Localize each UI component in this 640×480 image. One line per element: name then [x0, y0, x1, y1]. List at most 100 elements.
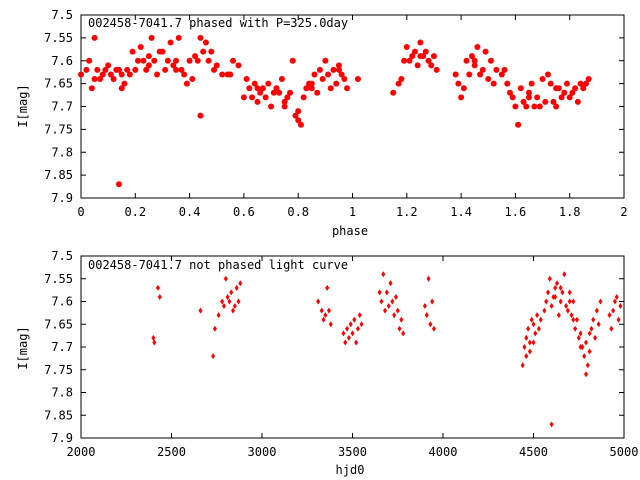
unphased-x-tick-label: 4000 — [429, 445, 458, 459]
phased-data-point — [129, 48, 136, 55]
phased-y-tick-label: 7.7 — [51, 100, 73, 114]
phased-data-point — [289, 57, 296, 64]
phased-data-point — [164, 57, 171, 64]
phased-data-point — [398, 76, 405, 83]
unphased-data-point — [524, 353, 529, 360]
unphased-x-tick-label: 3500 — [338, 445, 367, 459]
phased-data-point — [97, 76, 104, 83]
unphased-x-tick-label: 4500 — [519, 445, 548, 459]
unphased-data-point — [401, 330, 406, 337]
phased-data-point — [561, 89, 568, 96]
unphased-data-point — [319, 307, 324, 314]
phased-data-point — [433, 66, 440, 73]
phased-data-point — [466, 71, 473, 78]
unphased-y-tick-label: 7.7 — [51, 340, 73, 354]
phased-data-point — [525, 89, 532, 96]
unphased-data-point — [390, 298, 395, 305]
phased-data-point — [547, 80, 554, 87]
unphased-data-point — [545, 289, 550, 296]
phased-x-tick-label: 1.6 — [505, 205, 527, 219]
unphased-data-point — [357, 312, 362, 319]
unphased-data-point — [384, 289, 389, 296]
phased-data-point — [341, 76, 348, 83]
unphased-data-point — [198, 307, 203, 314]
phased-data-point — [259, 85, 266, 92]
unphased-data-point — [316, 298, 321, 305]
phased-x-tick-label: 0.8 — [287, 205, 309, 219]
phased-x-tick-label: 0 — [77, 205, 84, 219]
phased-chart-title: 002458-7041.7 phased with P=325.0day — [88, 16, 348, 30]
phased-data-point — [574, 98, 581, 105]
phased-data-point — [525, 94, 532, 101]
phased-y-tick-label: 7.55 — [44, 31, 73, 45]
unphased-x-tick-label: 5000 — [610, 445, 639, 459]
phased-data-point — [411, 48, 418, 55]
phased-data-point — [569, 89, 576, 96]
phased-data-point — [219, 71, 226, 78]
unphased-data-point — [542, 307, 547, 314]
unphased-data-point — [567, 289, 572, 296]
phased-x-tick-label: 1.2 — [396, 205, 418, 219]
unphased-data-point — [549, 303, 554, 310]
phased-data-point — [572, 85, 579, 92]
phased-data-point — [140, 57, 147, 64]
unphased-data-point — [582, 353, 587, 360]
phased-data-point — [251, 80, 258, 87]
unphased-data-point — [355, 325, 360, 332]
unphased-data-point — [350, 330, 355, 337]
unphased-data-point — [386, 303, 391, 310]
unphased-data-point — [589, 325, 594, 332]
unphased-data-point — [393, 293, 398, 300]
unphased-y-tick-label: 7.85 — [44, 408, 73, 422]
phased-data-point — [460, 85, 467, 92]
phased-data-point — [287, 89, 294, 96]
phased-data-point — [197, 34, 204, 41]
unphased-data-point — [229, 289, 234, 296]
phased-data-point — [303, 85, 310, 92]
unphased-x-tick-label: 2500 — [157, 445, 186, 459]
phased-data-point — [257, 89, 264, 96]
unphased-data-point — [553, 284, 558, 291]
phased-data-point — [534, 94, 541, 101]
phased-data-point — [132, 66, 139, 73]
phased-data-point — [463, 57, 470, 64]
phased-data-point — [580, 85, 587, 92]
phased-data-point — [173, 57, 180, 64]
phased-data-point — [479, 66, 486, 73]
phased-data-point — [91, 34, 98, 41]
phased-x-tick-label: 1.4 — [450, 205, 472, 219]
unphased-data-point — [576, 334, 581, 341]
phased-data-point — [338, 71, 345, 78]
unphased-data-point — [343, 339, 348, 346]
unphased-light-curve-panel: 2000 2500 3000 3500 4000 4500 5000 7.5 7.55 7.6 7.… — [16, 249, 638, 477]
phased-data-point — [243, 76, 250, 83]
phased-data-point — [295, 108, 302, 115]
phased-x-tick-label: 0.2 — [124, 205, 146, 219]
phased-data-point — [585, 76, 592, 83]
phased-data-point — [235, 62, 242, 69]
phased-y-tick-label: 7.5 — [51, 8, 73, 22]
unphased-data-point — [598, 298, 603, 305]
phased-data-point — [230, 57, 237, 64]
unphased-data-point — [618, 303, 623, 310]
phased-data-point — [322, 57, 329, 64]
phased-data-point — [270, 89, 277, 96]
phased-data-point — [553, 103, 560, 110]
unphased-data-point — [611, 307, 616, 314]
phased-data-point — [281, 103, 288, 110]
phased-data-point — [183, 80, 190, 87]
unphased-data-point — [381, 271, 386, 278]
phased-data-point — [110, 76, 117, 83]
phased-data-point — [390, 89, 397, 96]
unphased-data-point — [587, 348, 592, 355]
unphased-data-point — [531, 321, 536, 328]
unphased-data-point — [549, 421, 554, 428]
phased-data-point — [403, 44, 410, 51]
unphased-data-point — [227, 298, 232, 305]
unphased-y-axis-label: I[mag] — [16, 326, 30, 369]
unphased-data-point — [583, 339, 588, 346]
phased-data-point — [126, 71, 133, 78]
unphased-data-point — [612, 298, 617, 305]
unphased-data-point — [609, 325, 614, 332]
